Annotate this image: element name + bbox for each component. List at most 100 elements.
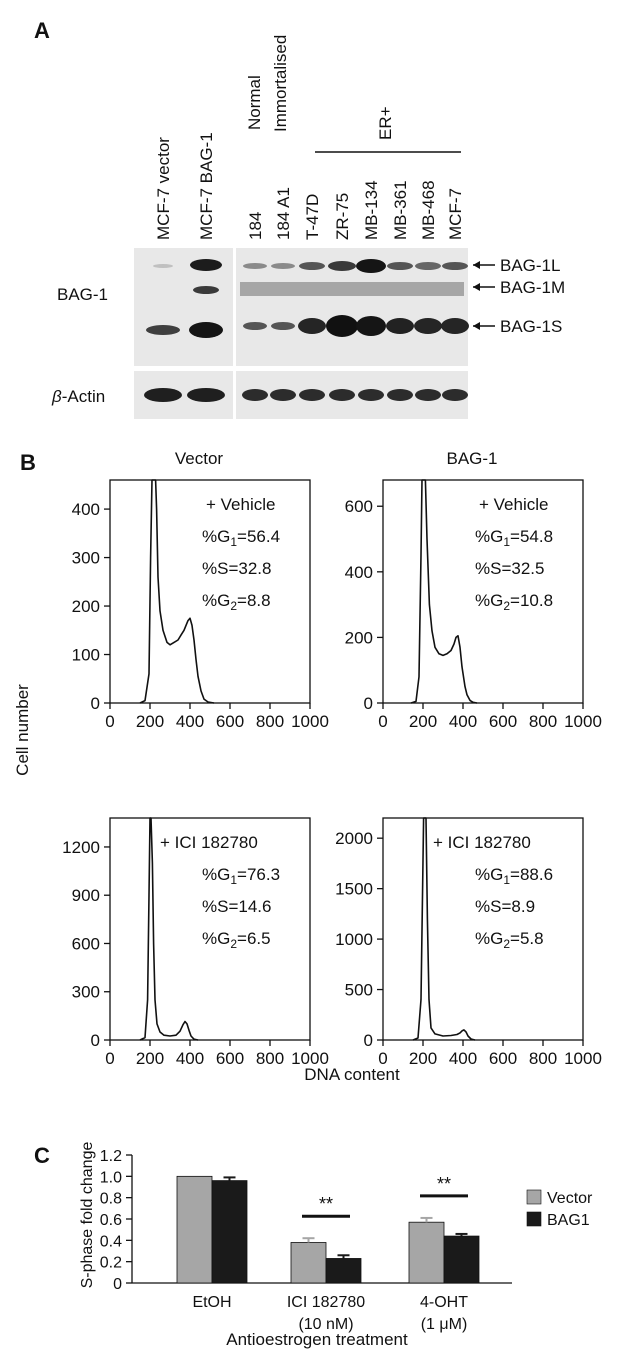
- x-tick-label: 1000: [564, 712, 602, 731]
- y-tick-label: 200: [72, 597, 100, 616]
- y-tick-label: 1000: [335, 930, 373, 949]
- category-sublabel: (1 μM): [421, 1316, 468, 1333]
- band-arrows: [473, 261, 495, 330]
- x-tick-label: 400: [449, 1049, 477, 1068]
- blot-right-bag1: [236, 248, 469, 366]
- category-sublabel: (10 nM): [298, 1316, 353, 1333]
- g2-percentage: %G2=8.8: [202, 591, 271, 613]
- histogram-trace: [139, 817, 199, 1041]
- y-tick-label: 1500: [335, 880, 373, 899]
- histogram-trace: [412, 817, 476, 1041]
- lane-label-zr-75: ZR-75: [333, 193, 352, 240]
- x-tick-label: 0: [105, 712, 114, 731]
- bar-bag1-4-oht: [443, 1235, 480, 1284]
- category-label-4-oht: 4-OHT: [420, 1294, 468, 1311]
- column-title-bag1: BAG-1: [446, 449, 497, 468]
- y-tick-label: 0.2: [100, 1255, 122, 1272]
- histogram-vector-vehicle: 0 100 200 300 400 0 200 400 600 800 1000 + Vehicle%…: [72, 479, 329, 731]
- panel-a-letter: A: [34, 18, 50, 43]
- group-label-immortalised: Immortalised: [271, 35, 290, 132]
- column-title-vector: Vector: [175, 449, 224, 468]
- group-label-normal: Normal: [245, 75, 264, 130]
- histogram-vector-ici: 0 300 600 900 1200 0 200 400 600 800 1000 + ICI 182…: [62, 817, 329, 1068]
- s-percentage: %S=14.6: [202, 897, 271, 916]
- y-tick-label: 1200: [62, 838, 100, 857]
- s-percentage: %S=8.9: [475, 897, 535, 916]
- g2-percentage: %G2=6.5: [202, 929, 271, 951]
- legend-label-vector: Vector: [547, 1190, 593, 1207]
- histogram-trace: [410, 479, 478, 704]
- y-tick-label: 600: [72, 934, 100, 953]
- x-tick-label: 800: [256, 1049, 284, 1068]
- band-label-bag1m: BAG-1M: [500, 278, 565, 297]
- plot-frame: [382, 479, 584, 704]
- blot-right-actin: [236, 371, 468, 419]
- x-tick-label: 600: [216, 712, 244, 731]
- x-tick-label: 600: [489, 712, 517, 731]
- lane-label-mcf-7-bag-1: MCF-7 BAG-1: [197, 132, 216, 240]
- y-tick-label: 400: [72, 500, 100, 519]
- x-tick-label: 0: [378, 1049, 387, 1068]
- histogram-trace: [139, 479, 215, 704]
- histogram-bag1-ici: 0 500 1000 1500 2000 0 200 400 600 800 1000 + ICI 1…: [335, 817, 602, 1068]
- y-tick-label: 400: [345, 563, 373, 582]
- bar-vector-etoh: [176, 1175, 213, 1284]
- bar-vector-4-oht: [408, 1221, 445, 1284]
- y-tick-label: 0: [113, 1276, 122, 1293]
- actin-beta-symbol: β: [51, 387, 62, 406]
- row-label-bag1: BAG-1: [57, 285, 108, 304]
- y-tick-label: 0.6: [100, 1212, 122, 1229]
- legend: Vector BAG1: [526, 1189, 593, 1229]
- g1-percentage: %G1=76.3: [202, 865, 280, 887]
- g1-percentage: %G1=54.8: [475, 527, 553, 549]
- legend-swatch-bag1: [526, 1211, 542, 1227]
- category-label-etoh: EtOH: [192, 1294, 231, 1311]
- x-tick-label: 400: [176, 712, 204, 731]
- blot-left-bag1: [134, 248, 233, 366]
- significance-marker: **: [437, 1174, 451, 1194]
- s-percentage: %S=32.8: [202, 559, 271, 578]
- treatment-label: + Vehicle: [206, 495, 275, 514]
- row-label-actin: β-Actin: [51, 387, 105, 406]
- panel-b: B Vector BAG-1 Cell number DNA content 0…: [13, 449, 602, 1084]
- treatment-label: + Vehicle: [479, 495, 548, 514]
- x-tick-label: 1000: [564, 1049, 602, 1068]
- x-tick-label: 1000: [291, 712, 329, 731]
- band-label-bag1l: BAG-1L: [500, 256, 560, 275]
- y-tick-label: 1.2: [100, 1148, 122, 1165]
- lane-label-mb-134: MB-134: [362, 180, 381, 240]
- actin-label-rest: -Actin: [62, 387, 105, 406]
- y-tick-label: 600: [345, 497, 373, 516]
- lane-label-t-47d: T-47D: [303, 194, 322, 240]
- bar-bag1-etoh: [211, 1180, 248, 1284]
- y-axis-label-cell-number: Cell number: [13, 684, 32, 776]
- y-tick-label: 0: [91, 1031, 100, 1050]
- y-axis-label-s-phase: S-phase fold change: [79, 1142, 96, 1289]
- g2-percentage: %G2=10.8: [475, 591, 553, 613]
- y-tick-label: 0.8: [100, 1191, 122, 1208]
- x-tick-label: 200: [136, 712, 164, 731]
- x-tick-label: 200: [136, 1049, 164, 1068]
- lane-labels-right: 184 184 A1 T-47D ZR-75 MB-134 MB-361 MB-468 MCF…: [246, 180, 465, 240]
- g1-percentage: %G1=88.6: [475, 865, 553, 887]
- x-tick-label: 1000: [291, 1049, 329, 1068]
- x-axis-label-dna-content: DNA content: [304, 1065, 400, 1084]
- y-tick-label: 300: [72, 983, 100, 1002]
- x-tick-label: 0: [378, 712, 387, 731]
- x-tick-label: 400: [449, 712, 477, 731]
- lane-label-mb-361: MB-361: [391, 180, 410, 240]
- x-tick-label: 800: [256, 712, 284, 731]
- y-tick-label: 2000: [335, 829, 373, 848]
- y-tick-label: 0: [364, 694, 373, 713]
- x-axis-label-treatment: Antioestrogen treatment: [226, 1330, 408, 1349]
- y-tick-label: 1.0: [100, 1169, 122, 1186]
- lane-label-184: 184: [246, 212, 265, 240]
- y-tick-label: 100: [72, 646, 100, 665]
- treatment-label: + ICI 182780: [160, 833, 258, 852]
- bar-bag1-ici-182780: [325, 1258, 362, 1284]
- g2-percentage: %G2=5.8: [475, 929, 544, 951]
- plot-frame: [382, 817, 584, 1041]
- panel-a: A Normal Immortalised ER+ MCF-7 vector MC…: [34, 18, 565, 419]
- bar-vector-ici-182780: [290, 1242, 327, 1284]
